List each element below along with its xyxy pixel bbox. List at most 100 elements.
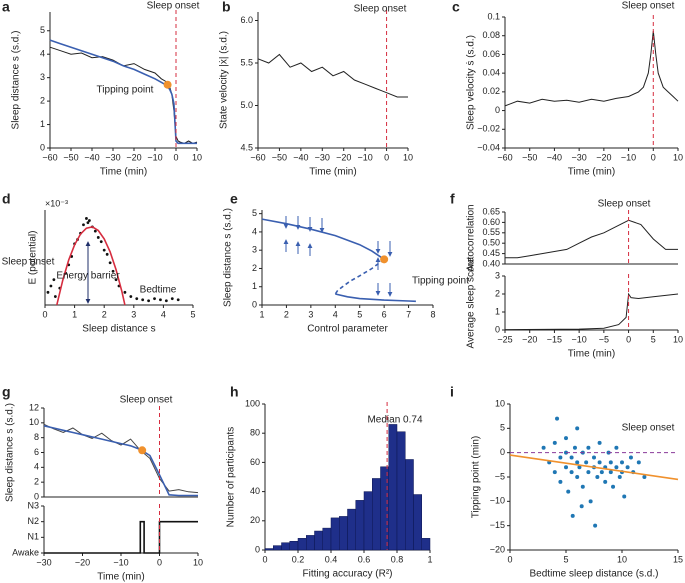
y-tick-label: 0.60 [482,217,500,227]
data-point [642,475,647,479]
annotation: Sleep onset [622,423,675,434]
data-point [628,455,633,460]
data-point [570,513,575,518]
y-tick-label: 6.0 [240,15,253,25]
y-tick-label: −10 [490,496,505,506]
data-point [586,470,591,475]
y-tick-label: 2 [495,288,500,298]
data-point [88,219,91,222]
x-tick-label: 0 [157,557,162,567]
data-point [608,460,613,465]
series-line [43,425,198,497]
x-axis-label: Fitting accuracy (R²) [302,569,392,580]
panel-label: f [450,191,455,207]
data-point [170,297,174,301]
y-tick-label: 0.45 [482,248,500,258]
data-point [129,295,133,298]
data-point [86,221,90,225]
x-tick-label: 15 [673,554,683,564]
bar [339,516,348,551]
x-axis-label: Time (min) [309,167,356,178]
annotation: Sleep onset [120,395,173,406]
y-tick-label: 5 [40,25,45,35]
data-point [558,455,563,460]
x-tick-label: −10 [147,152,162,162]
x-tick-label: −25 [497,334,512,344]
data-point [147,299,151,303]
y-tick-label: 0 [500,447,505,457]
y-tick-label: 4 [252,226,257,236]
y-tick-label: 0.55 [482,227,500,237]
y-tick-label: 3 [40,72,45,82]
y-tick-label: 5.5 [240,57,253,67]
panel-label: a [2,0,10,15]
series-line [56,226,126,306]
y-tick-label: 0 [34,491,39,501]
y-tick-label: 0 [252,299,257,309]
y-tick-label: 0.04 [482,68,500,78]
panel-label: d [2,191,11,207]
x-tick-label: −5 [599,334,609,344]
data-point [159,298,162,302]
series-line [505,219,678,259]
x-tick-label: 10 [193,557,203,567]
data-point [586,445,591,450]
x-tick-label: −10 [572,334,587,344]
x-tick-label: 3 [308,309,313,319]
x-tick-label: 0 [651,152,656,162]
data-point [575,460,580,465]
x-tick-label: −50 [272,152,287,162]
x-tick-label: −30 [315,152,330,162]
panel-label: c [452,0,460,15]
x-tick-label: 2 [284,309,289,319]
data-point [105,252,109,256]
data-point [569,455,574,460]
data-point [575,426,580,431]
x-tick-label: −10 [358,152,373,162]
data-point [555,416,560,421]
data-point [572,445,577,450]
data-point [588,499,593,504]
data-point [599,470,604,475]
data-point [82,223,85,227]
tipping-point [380,255,389,264]
data-point [625,465,630,470]
bar [421,538,431,551]
y-tick-label: 3 [495,270,500,280]
series-line [44,520,198,554]
series-line [509,454,679,481]
x-tick-label: 7 [406,309,411,319]
bar [413,494,422,551]
annotation: Median 0.74 [367,415,422,426]
y-tick-label: 0.65 [482,206,500,216]
x-tick-label: −15 [547,334,562,344]
y-tick-label: 0.02 [482,86,500,96]
y-axis-label: Number of participants [226,427,237,528]
bar [273,545,282,551]
data-point [541,445,546,450]
y-tick-label: 12 [29,402,39,412]
data-point [111,269,115,273]
panel-label: g [2,384,11,400]
data-point [620,460,624,465]
x-tick-label: −10 [621,152,636,162]
y-axis-label: Sleep velocity ṡ (s.d.) [466,35,477,130]
y-tick-label: 3 [252,245,257,255]
x-tick-label: −20 [75,557,90,567]
data-point [114,278,118,282]
data-point [123,290,127,294]
y-tick-label: 10 [495,398,505,408]
y-tick-label: 2 [40,95,45,105]
annotation: Sleep onset [2,257,55,268]
bar [289,540,299,551]
y-tick-label: 1 [252,281,257,291]
x-tick-label: 0 [262,554,267,564]
data-point [552,440,557,445]
y-tick-label: N1 [27,532,39,542]
series-line [49,39,197,145]
x-tick-label: 0.4 [325,554,338,564]
data-point [617,475,622,479]
y-tick-label: 0.50 [482,238,500,248]
panel-label: i [450,384,454,400]
x-tick-label: 10 [617,554,627,564]
